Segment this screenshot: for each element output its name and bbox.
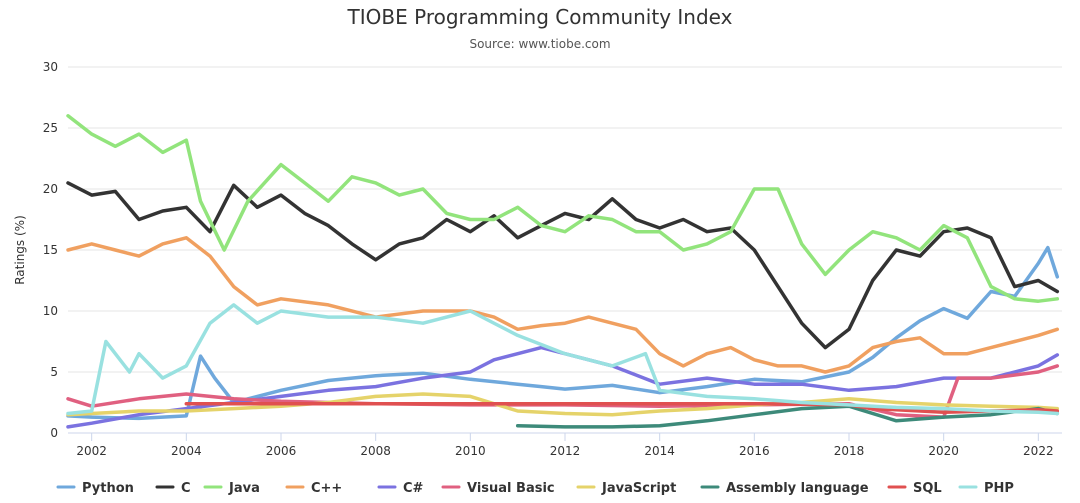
legend-label: Java (228, 481, 260, 496)
y-tick-label: 25 (43, 121, 58, 135)
legend-item-c-[interactable]: C++ (285, 481, 342, 496)
x-tick-label: 2018 (834, 444, 865, 458)
y-tick-label: 0 (50, 426, 58, 440)
series-line-java (66, 114, 1060, 303)
x-tick-label: 2008 (360, 444, 391, 458)
x-tick-label: 2020 (928, 444, 959, 458)
y-axis-label: Ratings (%) (13, 215, 27, 285)
x-tick-label: 2006 (266, 444, 297, 458)
legend-item-javascript[interactable]: JavaScript (576, 481, 676, 496)
series-line-python (66, 245, 1060, 421)
legend-label: Visual Basic (467, 481, 555, 496)
series-line-assembly-language (515, 404, 1060, 429)
series-line-c- (66, 236, 1060, 374)
legend-label: C++ (311, 481, 342, 496)
series-layer (66, 114, 1060, 429)
legend-item-php[interactable]: PHP (958, 481, 1014, 496)
x-tick-label: 2014 (644, 444, 675, 458)
legend-item-python[interactable]: Python (56, 481, 134, 496)
y-tick-label: 30 (43, 60, 58, 74)
y-tick-label: 10 (43, 304, 58, 318)
legend-label: C (181, 481, 191, 496)
x-tick-label: 2012 (550, 444, 581, 458)
legend-label: JavaScript (601, 481, 676, 496)
legend-label: PHP (984, 481, 1014, 496)
legend-item-c[interactable]: C (155, 481, 191, 496)
legend-label: SQL (913, 481, 942, 496)
y-tick-label: 15 (43, 243, 58, 257)
legend-item-visual-basic[interactable]: Visual Basic (441, 481, 555, 496)
series-line-javascript (66, 392, 1060, 417)
series-line-c (66, 181, 1060, 350)
series-line-php (66, 303, 1060, 416)
x-tick-label: 2002 (76, 444, 107, 458)
y-tick-label: 20 (43, 182, 58, 196)
legend-label: C# (403, 481, 424, 496)
x-tick-label: 2010 (455, 444, 486, 458)
legend-label: Assembly language (726, 481, 869, 496)
series-line-visual-basic (66, 364, 1060, 419)
legend-item-java[interactable]: Java (203, 481, 260, 496)
x-tick-label: 2004 (171, 444, 202, 458)
y-tick-label: 5 (50, 365, 58, 379)
axis-layer: 0 5 10 15 20 25 30 2002 2004 2006 2008 2010 2012 2014… (43, 60, 1062, 458)
legend-item-c-[interactable]: C# (377, 481, 424, 496)
legend-item-assembly-language[interactable]: Assembly language (700, 481, 869, 496)
chart-subtitle: Source: www.tiobe.com (469, 37, 610, 51)
legend: Python C Java C++ C# Visual Basic JavaScript As… (56, 481, 1014, 496)
x-tick-label: 2016 (739, 444, 770, 458)
legend-label: Python (82, 481, 134, 496)
legend-item-sql[interactable]: SQL (887, 481, 942, 496)
chart-title: TIOBE Programming Community Index (347, 5, 733, 29)
x-tick-label: 2022 (1023, 444, 1054, 458)
